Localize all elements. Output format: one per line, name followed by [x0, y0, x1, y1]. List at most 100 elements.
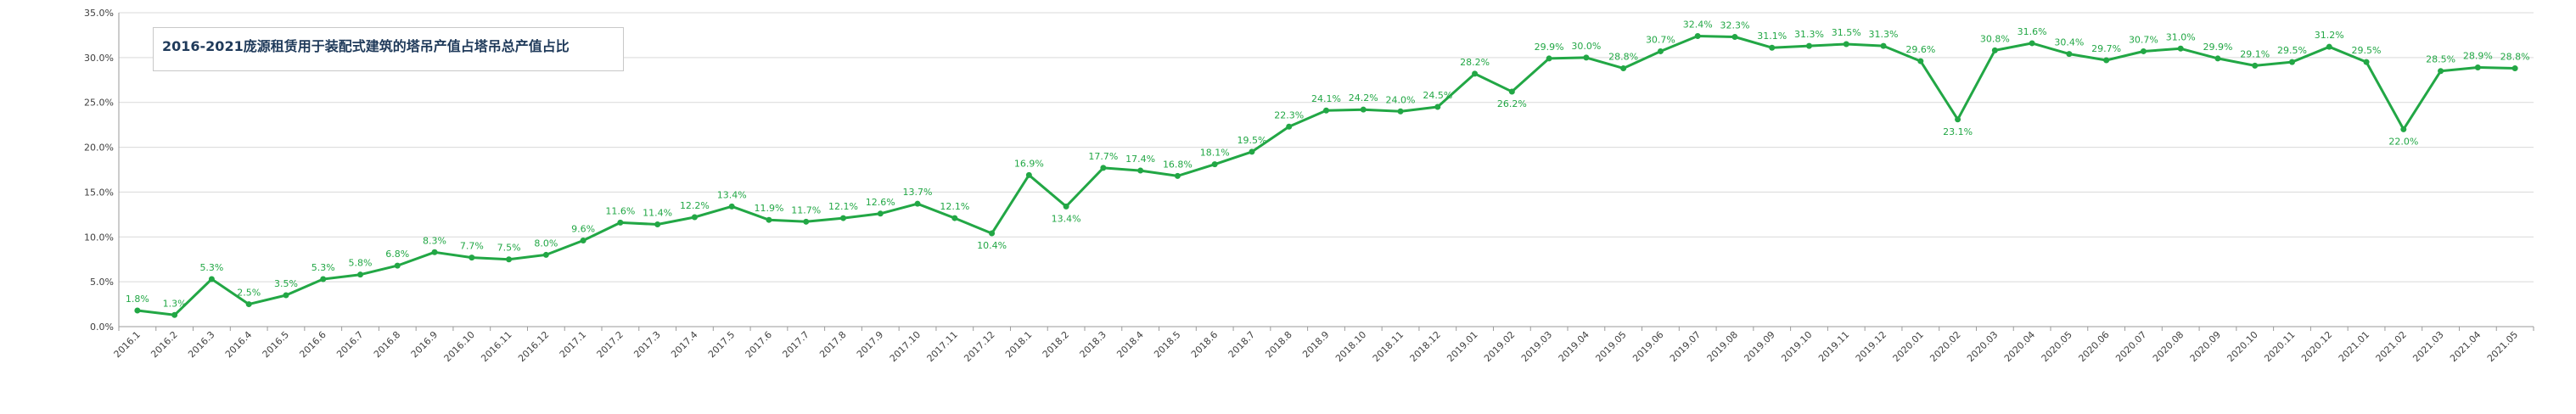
data-point [1286, 123, 1293, 130]
y-tick-label: 5.0% [90, 277, 114, 288]
data-label: 29.5% [2277, 45, 2307, 56]
data-label: 19.5% [1237, 135, 1266, 146]
data-label: 12.1% [828, 201, 858, 212]
x-tick-label: 2017.9 [855, 329, 885, 360]
x-tick-label: 2016.1 [112, 329, 143, 360]
data-label: 13.4% [717, 189, 747, 200]
x-tick-label: 2017.2 [595, 329, 626, 360]
y-tick-label: 10.0% [84, 232, 114, 243]
x-tick-label: 2018.3 [1078, 329, 1108, 360]
data-point [803, 218, 810, 225]
data-label: 28.8% [1608, 52, 1638, 63]
data-label: 23.1% [1943, 126, 1973, 137]
data-point [208, 276, 215, 283]
data-point [1249, 148, 1255, 155]
data-point [134, 307, 141, 314]
x-tick-label: 2020.12 [2299, 329, 2334, 364]
data-point [1211, 161, 1218, 168]
x-tick-label: 2019.07 [1668, 329, 1703, 364]
data-point [1917, 58, 1924, 64]
data-label: 16.8% [1163, 159, 1193, 170]
data-label: 9.6% [571, 224, 595, 235]
data-label: 11.7% [791, 204, 821, 215]
x-tick-label: 2020.03 [1965, 329, 2000, 364]
data-label: 2.5% [237, 288, 261, 299]
data-point [1360, 106, 1367, 113]
data-point [2400, 126, 2407, 132]
y-tick-label: 15.0% [84, 187, 114, 198]
data-point [1137, 167, 1144, 174]
x-tick-label: 2018.11 [1371, 329, 1406, 364]
y-tick-label: 30.0% [84, 53, 114, 64]
data-point [1508, 88, 1515, 95]
x-tick-label: 2018.8 [1263, 329, 1294, 360]
data-point [877, 210, 884, 217]
x-tick-label: 2019.09 [1742, 329, 1776, 364]
data-point [283, 292, 289, 299]
data-point [2289, 59, 2295, 65]
data-point [2326, 43, 2332, 50]
x-tick-label: 2020.08 [2151, 329, 2186, 364]
data-point [840, 215, 846, 221]
data-point [951, 215, 958, 221]
y-tick-label: 25.0% [84, 98, 114, 109]
data-label: 30.8% [1980, 33, 2010, 44]
data-point [1731, 34, 1738, 41]
data-label: 3.5% [274, 278, 298, 289]
data-point [989, 230, 996, 237]
x-tick-label: 2020.01 [1891, 329, 1926, 364]
data-label: 31.0% [2166, 31, 2196, 42]
data-label: 31.1% [1757, 31, 1787, 42]
data-point [320, 276, 327, 283]
x-tick-label: 2019.01 [1445, 329, 1479, 364]
data-point [914, 200, 921, 207]
data-point [1100, 165, 1107, 171]
data-point [431, 249, 438, 255]
data-label: 28.9% [2463, 50, 2493, 61]
data-point [766, 216, 772, 223]
data-point [2177, 45, 2184, 52]
data-point [691, 214, 698, 221]
data-point [542, 251, 549, 258]
x-tick-label: 2017.6 [744, 329, 774, 360]
axis-layer: 0.0% 5.0% 10.0% 15.0% 20.0% 25.0% 30.0% 35.0% [84, 8, 2534, 333]
data-label: 17.4% [1125, 154, 1155, 165]
data-label: 22.0% [2388, 136, 2418, 147]
data-label: 30.0% [1571, 41, 1601, 52]
x-tick-label-layer: 2016.1 2016.2 2016.3 2016.4 2016.5 2016.6 2016… [112, 329, 2521, 364]
data-label: 12.6% [866, 197, 895, 208]
data-point [245, 301, 252, 308]
data-point [728, 203, 735, 210]
data-point [1806, 42, 1812, 49]
data-label: 32.4% [1683, 19, 1713, 30]
x-tick-label: 2016.2 [149, 329, 179, 360]
data-point [2438, 68, 2444, 75]
data-point [2511, 65, 2518, 72]
y-tick-label: 35.0% [84, 8, 114, 19]
data-point [506, 256, 513, 263]
x-tick-label: 2021.01 [2337, 329, 2371, 364]
data-label: 31.5% [1832, 27, 1861, 38]
data-point [1991, 47, 1998, 53]
data-label: 29.7% [2091, 43, 2121, 54]
x-tick-label: 2019.06 [1630, 329, 1665, 364]
x-tick-label: 2018.6 [1189, 329, 1220, 360]
data-point [1880, 42, 1887, 49]
x-tick-label: 2019.05 [1593, 329, 1628, 364]
data-point [357, 271, 363, 278]
data-label: 5.3% [311, 262, 335, 273]
x-tick-label: 2016.5 [261, 329, 291, 360]
x-tick-label: 2020.07 [2113, 329, 2148, 364]
data-label-layer: 1.8% 1.3% 5.3% 2.5% 3.5% 5.3% 5.8% 6.8% 8.3% 7.7%… [126, 19, 2530, 309]
x-tick-label: 2017.11 [925, 329, 960, 364]
data-label: 28.2% [1460, 57, 1490, 68]
x-tick-label: 2018.4 [1114, 329, 1145, 360]
chart-title-box: 2016-2021庞源租赁用于装配式建筑的塔吊产值占塔吊总产值占比 [153, 27, 624, 71]
data-point [2066, 51, 2073, 58]
data-point [2140, 48, 2147, 54]
x-tick-label: 2016.9 [409, 329, 440, 360]
data-point [1657, 48, 1664, 54]
data-label: 29.1% [2240, 48, 2270, 59]
data-label: 24.2% [1349, 92, 1378, 104]
